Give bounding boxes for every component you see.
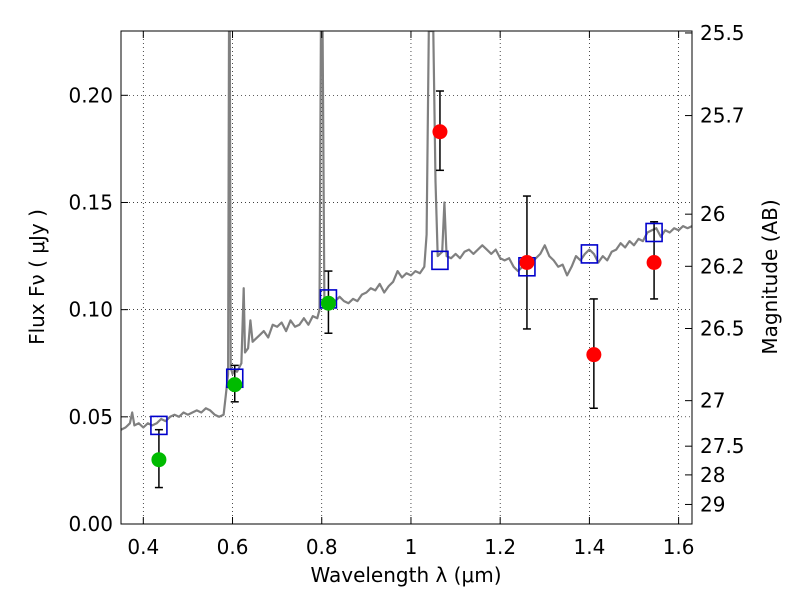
detection-point: [227, 377, 243, 393]
y2-tick-label: 25.5: [700, 21, 745, 45]
x-tick-label: 1.6: [663, 535, 695, 559]
x-tick-label: 1.4: [573, 535, 605, 559]
y-axis-title: Flux Fν ( μJy ): [25, 209, 49, 345]
plot-frame: [120, 30, 693, 525]
x-tick-label: 0.8: [306, 535, 338, 559]
model-point: [431, 250, 449, 271]
template-spectrum: [121, 31, 692, 431]
detection-point: [320, 295, 336, 311]
detection-points: [151, 295, 336, 468]
y2-tick-label: 26.5: [700, 317, 745, 341]
measurement-point: [432, 124, 448, 140]
y-tick-label: 0.15: [68, 190, 113, 214]
detection-point: [151, 452, 167, 468]
x-axis-ticks: 0.4 0.6 0.8 1 1.2 1.4 1.6: [127, 31, 695, 559]
measurement-point: [586, 347, 602, 363]
y-axis-ticks: 0.00 0.05 0.10 0.15 0.20: [68, 83, 128, 536]
y-tick-label: 0.05: [68, 405, 113, 429]
y2-tick-label: 28: [700, 463, 725, 487]
measurement-point: [646, 254, 662, 270]
y-tick-label: 0.00: [68, 512, 113, 536]
x-tick-label: 1: [405, 535, 418, 559]
y2-tick-label: 27: [700, 389, 725, 413]
x-tick-label: 0.6: [217, 535, 249, 559]
measurement-point: [519, 254, 535, 270]
x-tick-label: 1.2: [484, 535, 516, 559]
y-tick-label: 0.10: [68, 298, 113, 322]
x-axis-title: Wavelength λ (μm): [310, 563, 501, 587]
model-point: [645, 222, 663, 243]
model-point: [580, 244, 599, 264]
y2-tick-label: 26: [700, 202, 725, 226]
spectrum-line: [121, 31, 692, 431]
y-tick-label: 0.20: [68, 83, 113, 107]
y2-tick-label: 25.7: [700, 104, 745, 128]
y2-axis-ticks: 25.5 25.7 26 26.2 26.5 27 27.5 28 29: [685, 21, 745, 516]
x-tick-label: 0.4: [127, 535, 159, 559]
y2-axis-title: Magnitude (AB): [758, 199, 782, 354]
y2-tick-label: 27.5: [700, 434, 745, 458]
y2-tick-label: 29: [700, 492, 725, 516]
y2-tick-label: 26.2: [700, 254, 745, 278]
model-point: [150, 415, 168, 436]
measurement-points: [432, 124, 662, 363]
